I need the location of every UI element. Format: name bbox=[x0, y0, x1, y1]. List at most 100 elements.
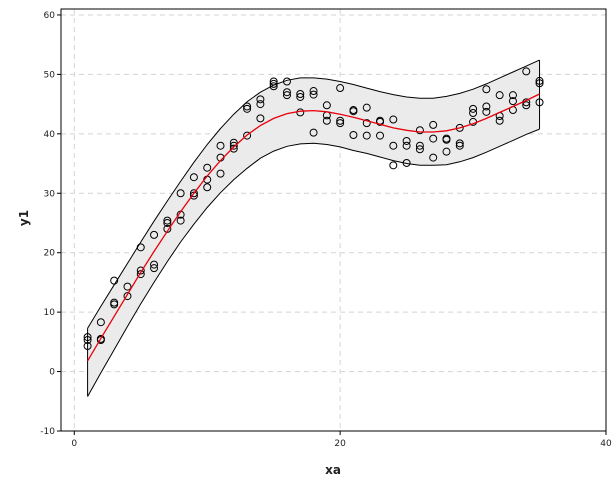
y-tick-label: -10 bbox=[40, 427, 55, 437]
data-point bbox=[349, 131, 358, 140]
y-tick-label: 60 bbox=[44, 11, 56, 21]
data-point bbox=[429, 134, 438, 143]
x-tick-label: 0 bbox=[71, 439, 77, 449]
data-point bbox=[83, 336, 92, 345]
data-point bbox=[535, 98, 544, 107]
data-point bbox=[362, 103, 371, 112]
data-point bbox=[389, 115, 398, 124]
data-point bbox=[309, 87, 318, 96]
data-point bbox=[362, 119, 371, 128]
plot-frame bbox=[60, 8, 607, 432]
data-point bbox=[189, 191, 198, 200]
data-point bbox=[110, 300, 119, 309]
y-tick-label: 10 bbox=[44, 308, 56, 318]
data-point bbox=[535, 76, 544, 85]
data-point bbox=[415, 126, 424, 135]
data-point bbox=[309, 90, 318, 99]
data-point bbox=[415, 145, 424, 154]
data-point bbox=[522, 101, 531, 110]
data-point bbox=[96, 318, 105, 327]
confidence-band-area bbox=[87, 60, 540, 397]
data-point bbox=[508, 91, 517, 100]
data-point bbox=[322, 101, 331, 110]
axes: -10 0 10 20 30 40 50 60 0 20 40 bbox=[40, 11, 612, 449]
data-point bbox=[376, 131, 385, 140]
data-point bbox=[522, 67, 531, 76]
data-point bbox=[136, 270, 145, 279]
data-point bbox=[203, 183, 212, 192]
data-point bbox=[402, 158, 411, 167]
data-point bbox=[83, 342, 92, 351]
data-point bbox=[256, 114, 265, 123]
data-point bbox=[189, 173, 198, 182]
data-point bbox=[256, 100, 265, 109]
data-point bbox=[229, 144, 238, 153]
data-point bbox=[309, 128, 318, 137]
data-point bbox=[322, 116, 331, 125]
data-point bbox=[482, 102, 491, 111]
data-point bbox=[150, 264, 159, 273]
data-point bbox=[123, 282, 132, 291]
data-point bbox=[495, 116, 504, 125]
data-point bbox=[429, 153, 438, 162]
x-tick-label: 40 bbox=[600, 439, 612, 449]
y-axis-title: y1 bbox=[17, 210, 31, 226]
data-point bbox=[482, 85, 491, 94]
data-point bbox=[402, 141, 411, 150]
data-point bbox=[442, 147, 451, 156]
data-point bbox=[429, 120, 438, 129]
data-point bbox=[482, 107, 491, 116]
data-point bbox=[389, 161, 398, 170]
data-point bbox=[216, 169, 225, 178]
data-point bbox=[495, 91, 504, 100]
data-point bbox=[336, 84, 345, 93]
data-point bbox=[176, 216, 185, 225]
data-point bbox=[282, 77, 291, 86]
x-tick-label: 20 bbox=[334, 439, 346, 449]
data-point bbox=[150, 260, 159, 269]
data-point bbox=[282, 88, 291, 97]
data-point bbox=[229, 141, 238, 150]
data-point bbox=[83, 333, 92, 342]
band-lower-line bbox=[87, 128, 540, 397]
data-point bbox=[389, 141, 398, 150]
data-point bbox=[96, 336, 105, 345]
data-point bbox=[203, 163, 212, 172]
data-point bbox=[243, 104, 252, 113]
data-point bbox=[243, 131, 252, 140]
data-point bbox=[136, 266, 145, 275]
data-point bbox=[415, 141, 424, 150]
data-point bbox=[508, 97, 517, 106]
data-point bbox=[269, 77, 278, 86]
data-point bbox=[376, 117, 385, 126]
data-point bbox=[189, 189, 198, 198]
data-point bbox=[110, 276, 119, 285]
data-point bbox=[256, 95, 265, 104]
data-point bbox=[402, 136, 411, 145]
y-tick-label: 0 bbox=[49, 368, 55, 378]
data-point bbox=[535, 79, 544, 88]
data-point bbox=[243, 102, 252, 111]
data-point bbox=[269, 82, 278, 91]
y-tick-label: 30 bbox=[44, 189, 56, 199]
confidence-band bbox=[87, 59, 541, 397]
data-point bbox=[455, 139, 464, 148]
data-point bbox=[469, 104, 478, 113]
y-tick-label: 40 bbox=[44, 130, 56, 140]
data-point bbox=[455, 123, 464, 132]
data-point bbox=[216, 141, 225, 150]
data-point bbox=[282, 91, 291, 100]
data-point bbox=[442, 135, 451, 144]
data-point bbox=[163, 216, 172, 225]
data-point bbox=[296, 92, 305, 101]
data-point bbox=[123, 292, 132, 301]
y-tick-label: 50 bbox=[44, 70, 56, 80]
y-tick-label: 20 bbox=[44, 249, 56, 259]
data-point bbox=[469, 109, 478, 118]
data-point bbox=[269, 79, 278, 88]
fit-line-layer bbox=[87, 93, 540, 362]
data-point bbox=[296, 89, 305, 98]
x-axis-title: xa bbox=[325, 463, 341, 477]
data-point bbox=[336, 116, 345, 125]
